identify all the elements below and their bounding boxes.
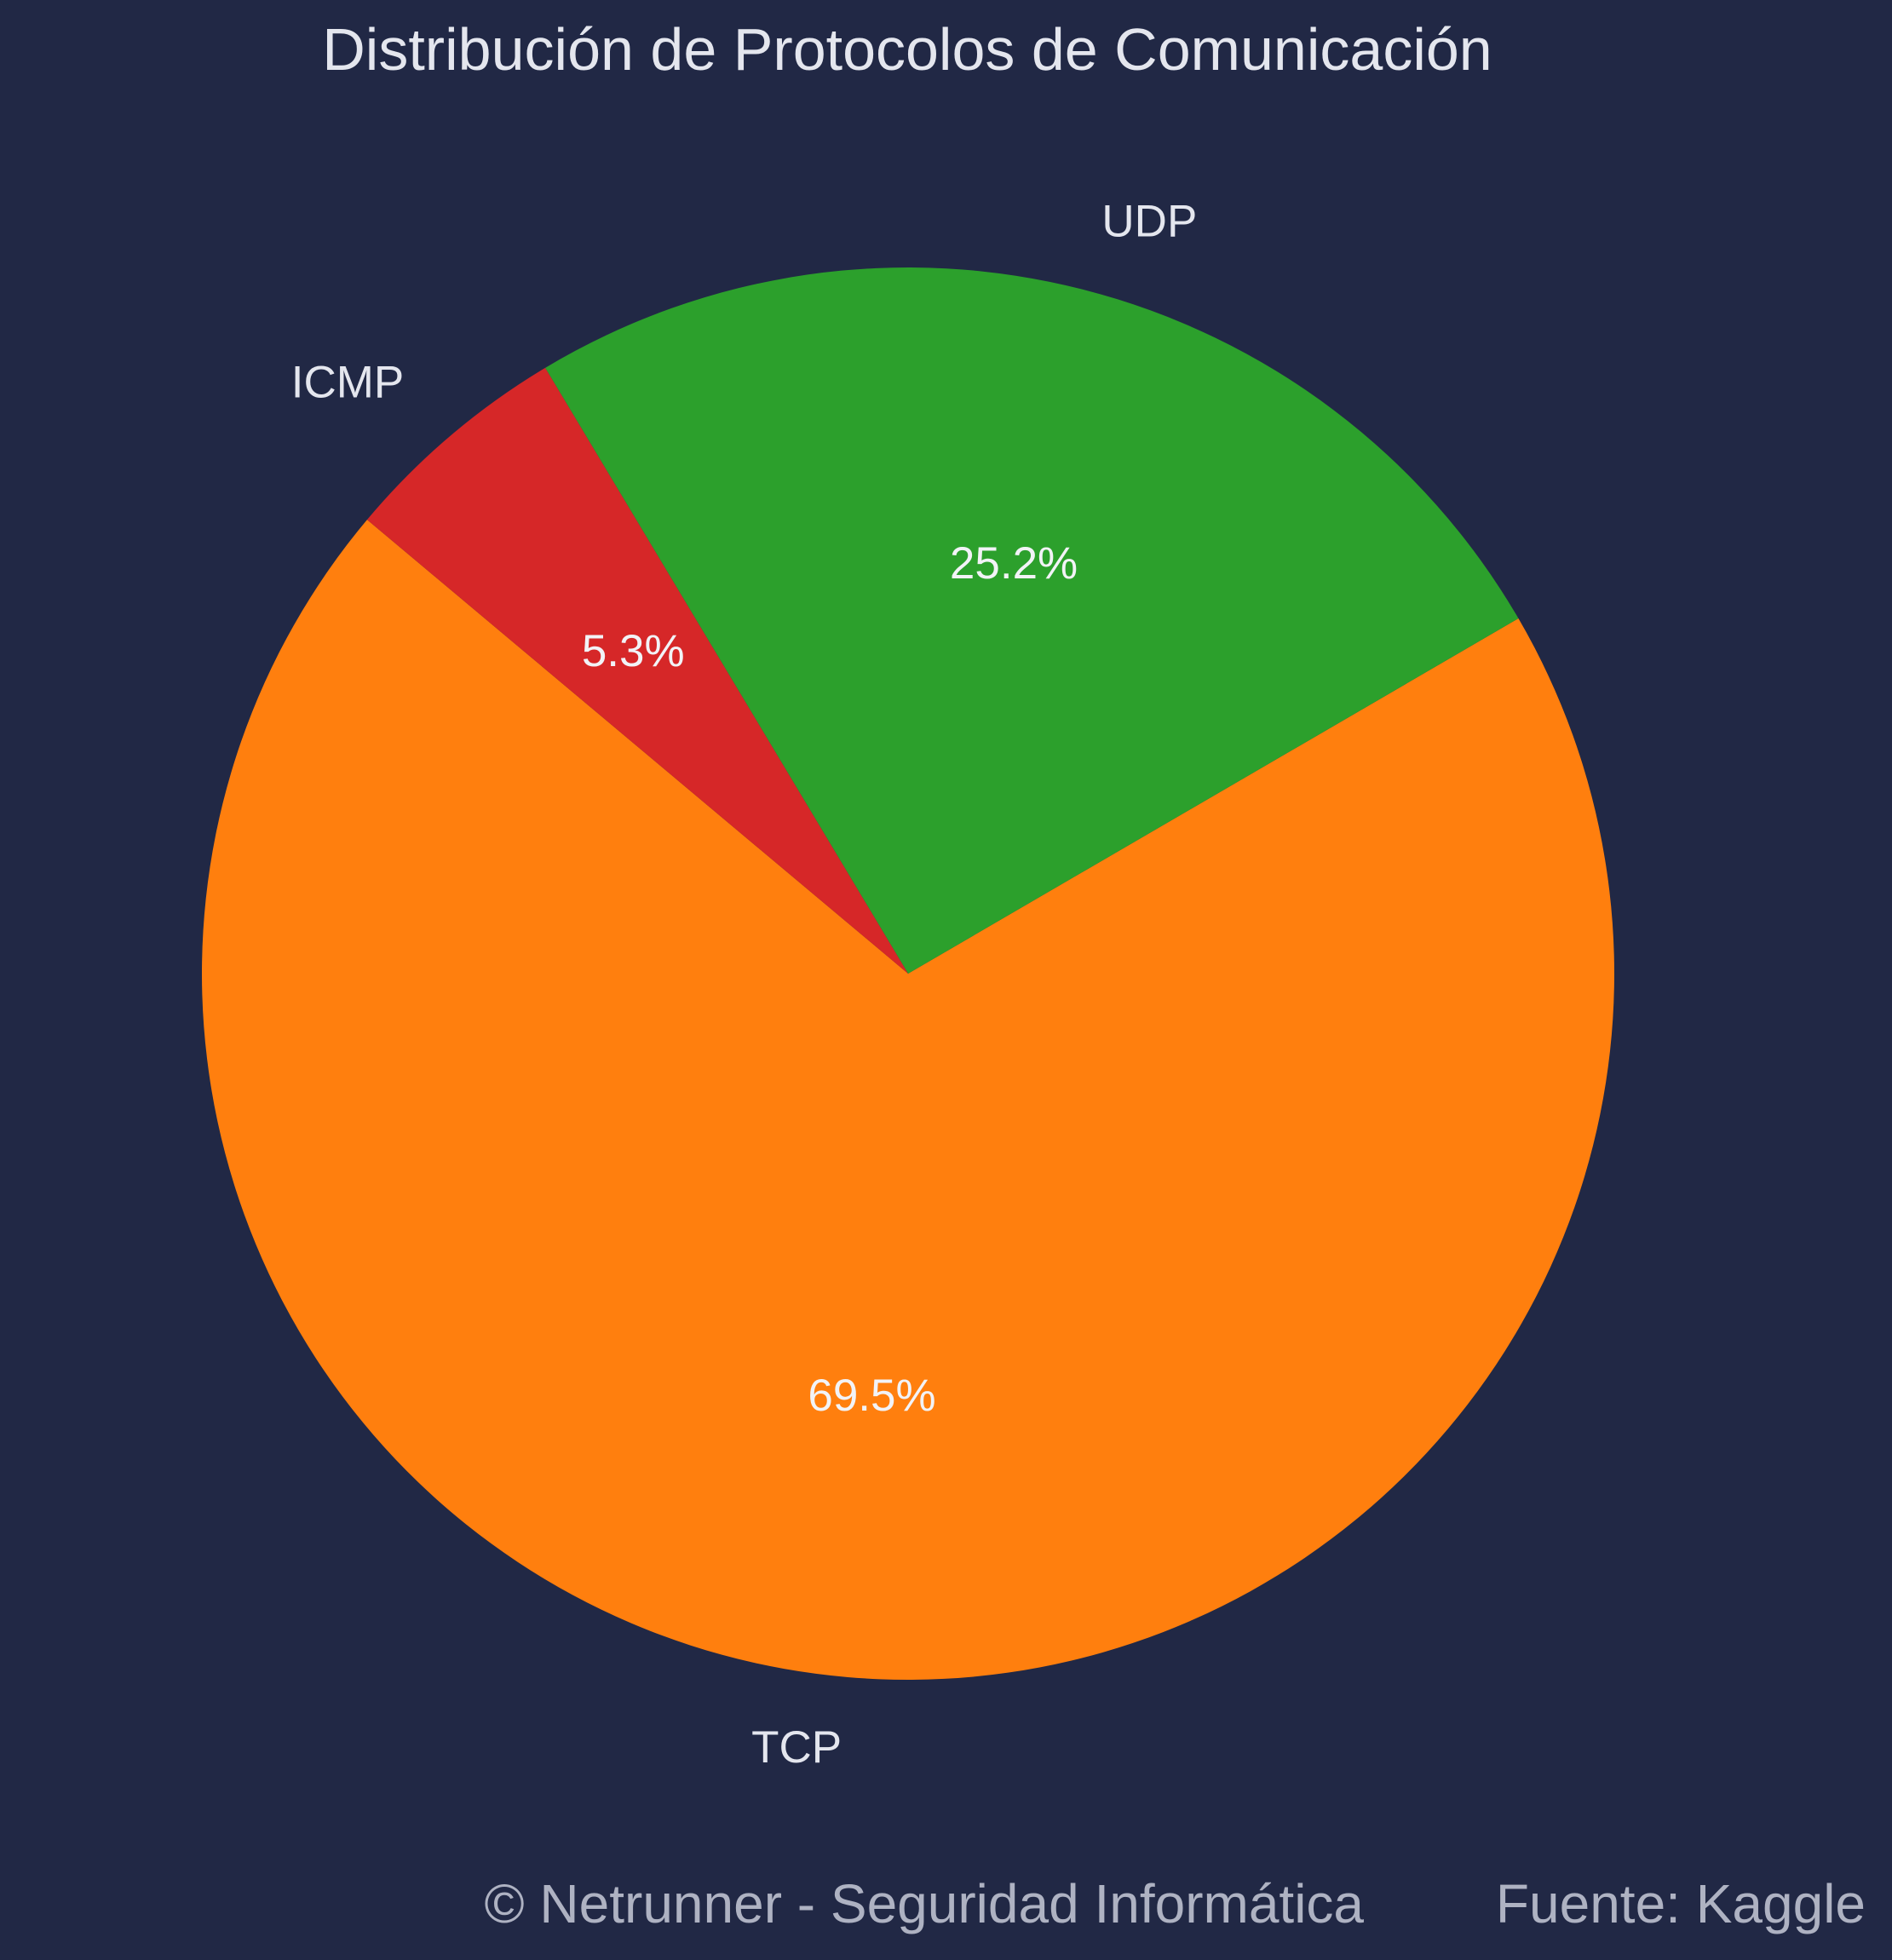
category-label-udp: UDP	[1101, 196, 1197, 246]
pie-slice-tcp	[201, 520, 1614, 1681]
pct-label-icmp: 5.3%	[582, 626, 685, 676]
footer-copyright: © Netrunner - Seguridad Informática	[484, 1873, 1364, 1934]
pct-label-tcp: 69.5%	[808, 1371, 935, 1421]
pie-slice-udp	[545, 267, 1519, 974]
footer-source: Fuente: Kaggle	[1496, 1873, 1866, 1934]
pie-slices	[201, 267, 1614, 1681]
category-label-icmp: ICMP	[291, 358, 405, 408]
pie-slice-icmp	[366, 367, 908, 974]
chart-title: Distribución de Protocolos de Comunicaci…	[322, 16, 1492, 83]
pie-labels: 69.5% TCP 25.2% UDP 5.3% ICMP	[291, 196, 1198, 1773]
pct-label-udp: 25.2%	[950, 538, 1078, 589]
category-label-tcp: TCP	[751, 1722, 842, 1773]
